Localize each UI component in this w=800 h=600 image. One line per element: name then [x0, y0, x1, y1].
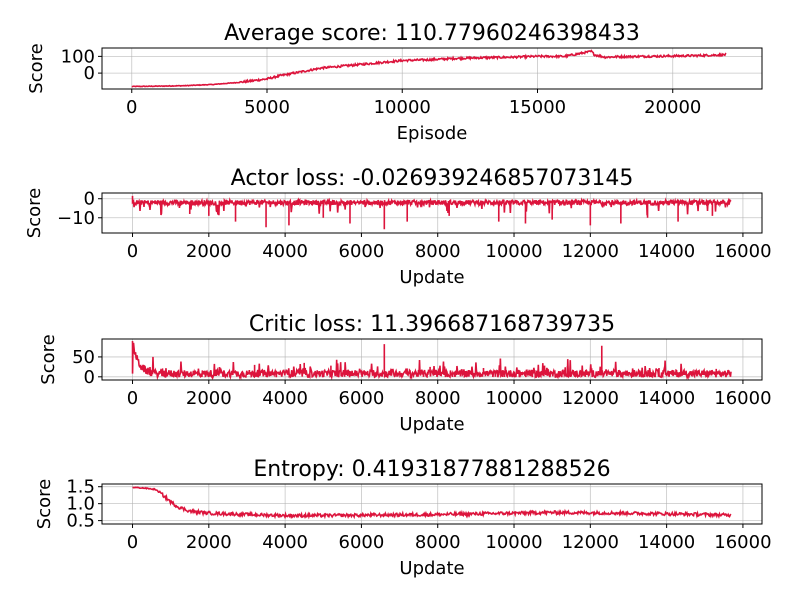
x-tick-label: 8000: [415, 388, 461, 409]
x-tick-label: 16000: [714, 532, 771, 553]
x-tick-label: 2000: [186, 241, 232, 262]
x-tick-label: 8000: [415, 241, 461, 262]
x-tick-label: 5000: [244, 97, 290, 118]
series-line: [132, 486, 732, 520]
x-tick-label: 14000: [638, 241, 695, 262]
x-tick-label: 16000: [714, 388, 771, 409]
subplot-2: 0 2000 4000 6000 8000 10000 12000 14000 16000 −10…: [24, 166, 772, 288]
chart-title: Average score: 110.77960246398433: [224, 21, 640, 46]
y-tick-label: −10: [57, 208, 95, 229]
x-tick-label: 15000: [509, 97, 566, 118]
x-tick-label: 10000: [374, 97, 431, 118]
y-tick-label: 0: [84, 189, 95, 210]
x-tick-label: 0: [126, 97, 137, 118]
x-tick-label: 10000: [485, 241, 542, 262]
x-tick-label: 6000: [339, 388, 385, 409]
series-line: [131, 49, 727, 88]
x-tick-label: 12000: [562, 241, 619, 262]
y-tick-label: 1.5: [66, 477, 95, 498]
y-tick-label: 0.5: [66, 511, 95, 532]
x-tick-label: 4000: [262, 241, 308, 262]
x-tick-label: 14000: [638, 532, 695, 553]
x-tick-label: 16000: [714, 241, 771, 262]
axes-frame: [101, 47, 763, 90]
y-tick-label: 0: [84, 63, 95, 84]
x-tick-label: 2000: [186, 532, 232, 553]
chart-title: Entropy: 0.41931877881288526: [253, 457, 610, 482]
x-tick-label: 0: [127, 241, 138, 262]
series-line: [131, 195, 732, 230]
x-axis-label: Update: [399, 267, 464, 288]
y-tick-label: 50: [72, 347, 95, 368]
y-axis-label: Score: [26, 43, 47, 93]
chart-title: Actor loss: -0.026939246857073145: [231, 166, 634, 191]
series-line: [131, 340, 732, 380]
x-tick-label: 20000: [644, 97, 701, 118]
y-tick-label: 100: [61, 46, 95, 67]
axes-frame: [101, 192, 763, 234]
chart-title: Critic loss: 11.396687168739735: [249, 312, 615, 337]
y-axis-label: Score: [24, 188, 45, 238]
y-axis-label: Score: [34, 479, 55, 529]
x-tick-label: 6000: [339, 532, 385, 553]
x-axis-label: Update: [399, 414, 464, 435]
x-axis-label: Update: [399, 558, 464, 579]
axes-frame: [101, 338, 763, 381]
y-axis-label: Score: [38, 334, 59, 384]
x-tick-label: 8000: [415, 532, 461, 553]
x-tick-label: 0: [127, 388, 138, 409]
y-tick-label: 1.0: [66, 494, 95, 515]
x-tick-label: 4000: [262, 532, 308, 553]
x-tick-label: 6000: [339, 241, 385, 262]
x-tick-label: 10000: [485, 388, 542, 409]
y-tick-label: 0: [84, 367, 95, 388]
x-tick-label: 2000: [186, 388, 232, 409]
x-tick-label: 12000: [562, 532, 619, 553]
x-tick-label: 10000: [485, 532, 542, 553]
subplot-4: 0 2000 4000 6000 8000 10000 12000 14000 16000 0.5…: [34, 457, 772, 579]
x-tick-label: 14000: [638, 388, 695, 409]
x-tick-label: 0: [127, 532, 138, 553]
x-tick-label: 4000: [262, 388, 308, 409]
x-axis-label: Episode: [397, 123, 468, 144]
x-tick-label: 12000: [562, 388, 619, 409]
subplot-3: 0 2000 4000 6000 8000 10000 12000 14000 16000050…: [38, 312, 772, 435]
